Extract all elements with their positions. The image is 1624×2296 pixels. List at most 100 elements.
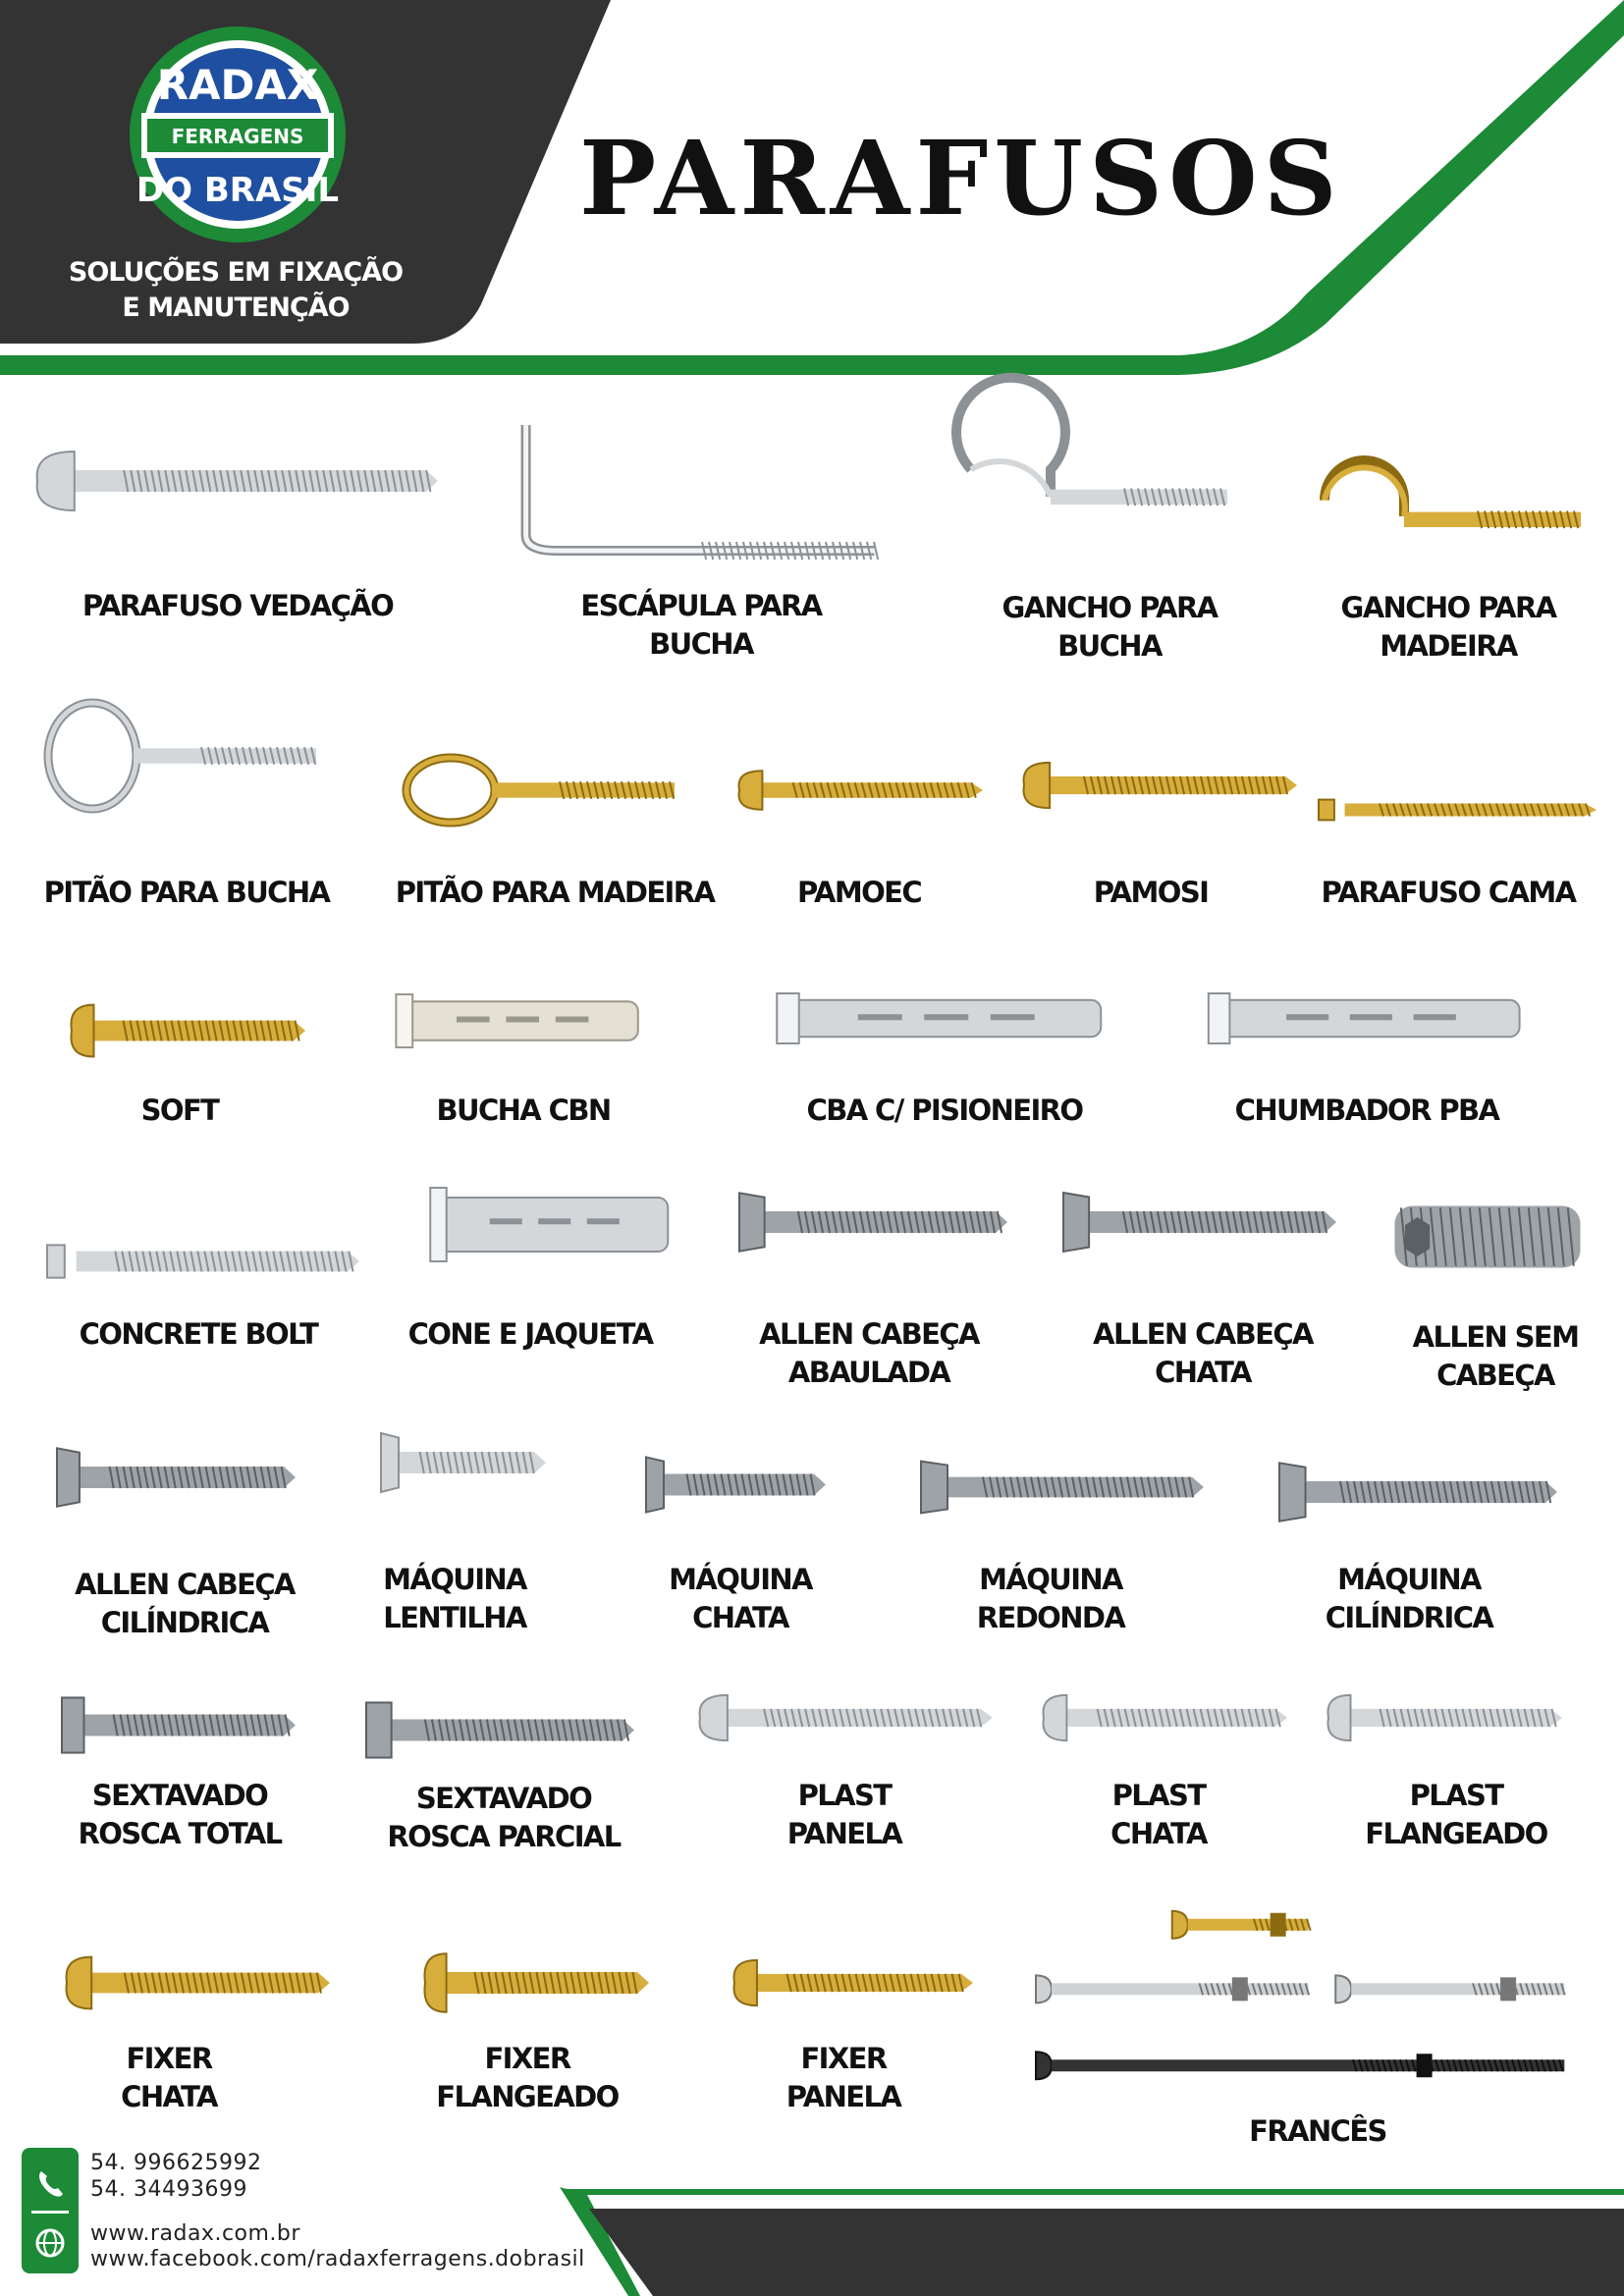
product-label-bucha-cbn: BUCHA CBN	[436, 1092, 612, 1130]
product-label-plast-panela: PLAST PANELA	[787, 1777, 903, 1853]
phone-number-1[interactable]: 54. 996625992	[90, 2151, 262, 2175]
page-title: PARAFUSOS	[579, 118, 1343, 239]
product-label-line: CILÍNDRICA	[1325, 1601, 1494, 1634]
product-label-line: MADEIRA	[1380, 629, 1518, 663]
product-label-line: CHUMBADOR PBA	[1234, 1094, 1500, 1127]
product-label-soft: SOFT	[141, 1092, 220, 1130]
tagline-line1: SOLUÇÕES EM FIXAÇÃO	[68, 257, 404, 288]
product-label-line: ALLEN CABEÇA	[75, 1568, 296, 1601]
product-label-gancho-madeira: GANCHO PARA MADEIRA	[1340, 589, 1557, 666]
phone-icon	[39, 2171, 63, 2197]
bolt-icon	[46, 1244, 359, 1279]
machine-screw-icon	[645, 1456, 826, 1514]
footer-background	[560, 2187, 1624, 2296]
hook-icon	[951, 372, 1227, 507]
product-label-line: ALLEN CABEÇA	[1093, 1317, 1314, 1351]
product-label-line: CHATA	[1155, 1356, 1252, 1389]
product-label-line: PLAST	[1111, 1779, 1207, 1812]
product-label-vedacao: PARAFUSO VEDAÇÃO	[81, 587, 395, 625]
product-label-line: PAMOEC	[796, 876, 923, 909]
product-label-line: MÁQUINA	[669, 1563, 813, 1596]
hex-socket-screw-icon	[1062, 1191, 1336, 1254]
website-link[interactable]: www.radax.com.br	[90, 2221, 300, 2246]
product-label-line: CONE E JAQUETA	[407, 1317, 654, 1351]
product-label-pitao-madeira: PITÃO PARA MADEIRA	[396, 874, 716, 912]
logo-text-middle: FERRAGENS	[172, 125, 304, 148]
hex-socket-screw-icon	[56, 1447, 296, 1508]
product-label-line: GANCHO PARA	[1340, 591, 1557, 624]
screw-icon	[65, 1955, 330, 2010]
product-label-line: CILÍNDRICA	[100, 1606, 270, 1639]
screw-icon	[423, 1952, 649, 2013]
product-label-line: FIXER	[800, 2042, 888, 2075]
product-label-maq-lentilha: MÁQUINA LENTILHA	[383, 1561, 527, 1637]
product-label-line: FLANGEADO	[436, 2080, 620, 2113]
bolt-icon	[1318, 798, 1597, 822]
eye-bolt-icon	[43, 698, 317, 814]
anchor-icon	[395, 993, 639, 1048]
hex-bolt-icon	[61, 1696, 296, 1754]
logo-text-bottom: DO BRASIL	[136, 171, 339, 210]
eye-bolt-icon	[402, 753, 676, 828]
machine-screw-icon	[1278, 1462, 1557, 1522]
screw-icon	[35, 450, 438, 512]
machine-screw-icon	[920, 1460, 1204, 1515]
facebook-link[interactable]: www.facebook.com/radaxferragens.dobrasil	[90, 2247, 585, 2271]
product-label-line: FRANCÊS	[1249, 2114, 1387, 2148]
product-label-line: PLAST	[797, 1779, 893, 1812]
product-label-line: CBA C/ PISIONEIRO	[806, 1094, 1085, 1127]
product-label-fixer-panela: FIXER PANELA	[785, 2040, 902, 2116]
phone-number-2[interactable]: 54. 34493699	[90, 2177, 247, 2202]
product-label-line: SEXTAVADO	[415, 1782, 593, 1815]
screw-icon	[1022, 761, 1297, 810]
product-label-line: PAMOSI	[1093, 876, 1210, 909]
screw-icon	[1042, 1693, 1287, 1742]
tagline-line2: E MANUTENÇÃO	[122, 293, 350, 323]
carriage-bolt-icon	[1035, 1909, 1566, 2081]
product-label-line: CHATA	[121, 2080, 218, 2113]
product-label-allen-abaulada: ALLEN CABEÇA ABAULADA	[759, 1315, 980, 1392]
screw-icon	[732, 1958, 973, 2007]
anchor-icon	[1207, 992, 1521, 1044]
product-label-line: CABEÇA	[1436, 1359, 1555, 1392]
product-label-line: ABAULADA	[787, 1356, 951, 1389]
screw-icon	[70, 1003, 305, 1058]
product-label-line: MÁQUINA	[383, 1563, 527, 1596]
product-label-plast-chata: PLAST CHATA	[1110, 1777, 1208, 1853]
product-label-line: ROSCA PARCIAL	[387, 1820, 622, 1853]
machine-screw-icon	[380, 1431, 546, 1494]
anchor-icon	[776, 992, 1103, 1044]
product-label-sext-parcial: SEXTAVADO ROSCA PARCIAL	[387, 1780, 622, 1856]
product-label-line: LENTILHA	[383, 1601, 527, 1634]
product-label-frances: FRANCÊS	[1249, 2112, 1387, 2151]
product-label-fixer-chata: FIXER CHATA	[121, 2040, 218, 2116]
product-label-line: BUCHA CBN	[436, 1094, 612, 1127]
product-label-line: PLAST	[1409, 1779, 1504, 1812]
product-label-line: PARAFUSO CAMA	[1321, 876, 1577, 909]
product-label-gancho-bucha: GANCHO PARA BUCHA	[1001, 589, 1218, 666]
product-label-line: MÁQUINA	[979, 1563, 1123, 1596]
product-label-line: FLANGEADO	[1365, 1817, 1548, 1850]
anchor-icon	[429, 1187, 670, 1262]
product-label-line: ALLEN CABEÇA	[759, 1317, 980, 1351]
product-label-cama: PARAFUSO CAMA	[1321, 874, 1577, 912]
contact-icon-bar	[22, 2148, 79, 2273]
product-label-line: FIXER	[484, 2042, 571, 2075]
product-label-maq-redonda: MÁQUINA REDONDA	[977, 1561, 1126, 1637]
product-label-line: FIXER	[126, 2042, 213, 2075]
screw-icon	[1326, 1693, 1562, 1742]
hook-icon	[1320, 455, 1581, 529]
product-label-pitao-bucha: PITÃO PARA BUCHA	[44, 874, 331, 912]
product-label-line: MÁQUINA	[1337, 1563, 1482, 1596]
radax-logo: RADAX FERRAGENS DO BRASIL	[130, 27, 346, 242]
product-label-line: PARAFUSO VEDAÇÃO	[81, 589, 395, 622]
product-label-pamoec: PAMOEC	[796, 874, 923, 912]
product-label-plast-flangeado: PLAST FLANGEADO	[1365, 1777, 1548, 1853]
product-label-allen-chata: ALLEN CABEÇA CHATA	[1093, 1315, 1314, 1392]
product-label-line: ALLEN SEM	[1412, 1320, 1580, 1354]
product-label-cone: CONE E JAQUETA	[407, 1315, 654, 1354]
set-screw-icon	[1394, 1205, 1581, 1268]
product-label-line: PANELA	[785, 2080, 902, 2113]
product-label-pba: CHUMBADOR PBA	[1234, 1092, 1500, 1130]
product-label-maq-cil: MÁQUINA CILÍNDRICA	[1325, 1561, 1494, 1637]
